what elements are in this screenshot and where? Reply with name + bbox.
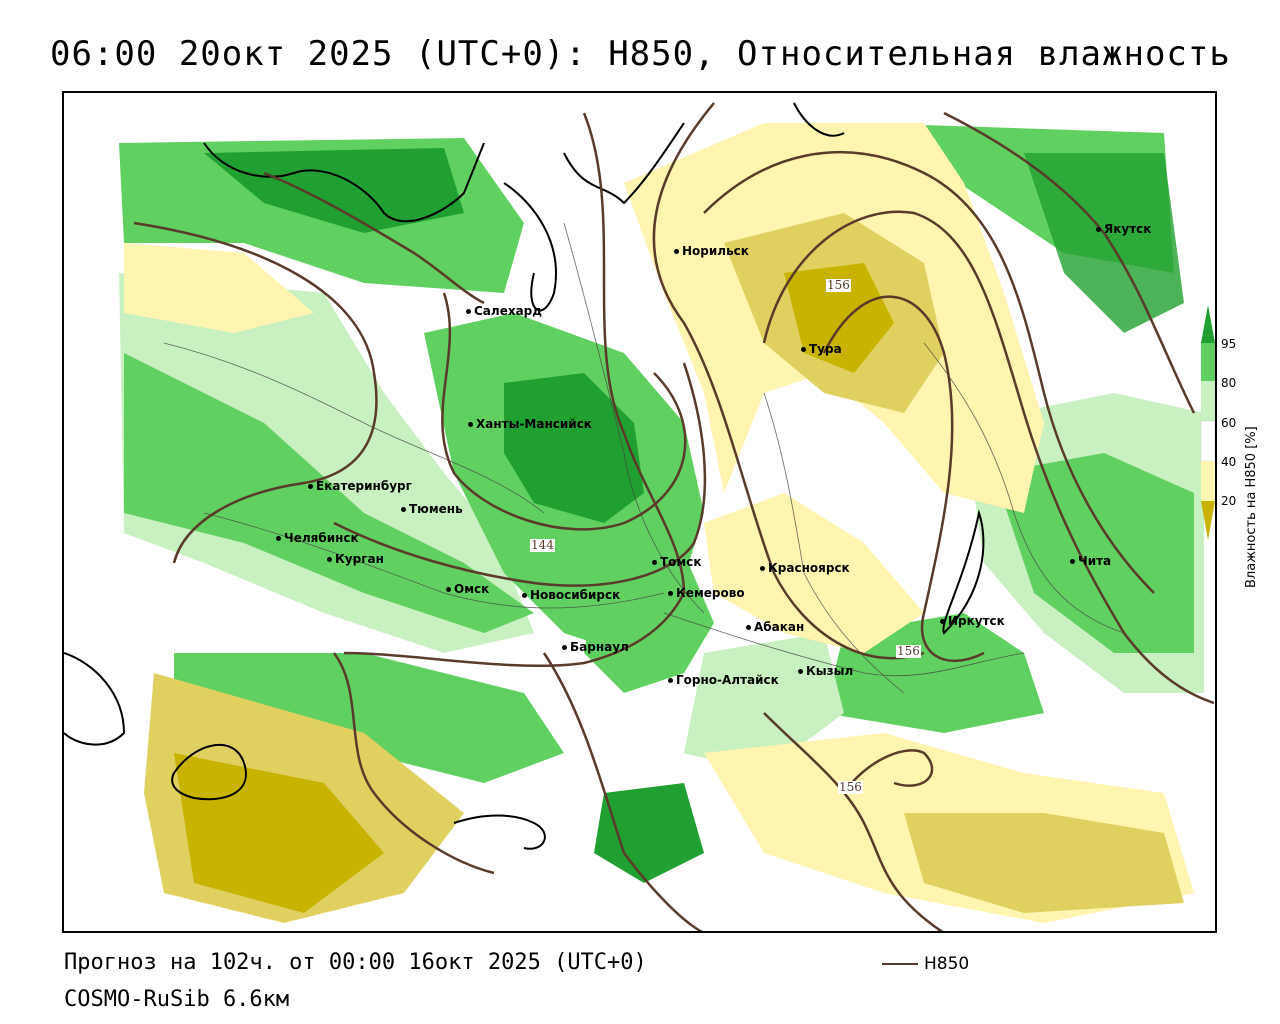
- colorbar-tick: 95: [1221, 337, 1237, 351]
- city-label: Горно-Алтайск: [668, 673, 779, 687]
- city-label: Томск: [652, 555, 702, 569]
- colorbar-title: Влажность на H850 [%]: [1244, 426, 1259, 588]
- contour-label: 156: [826, 278, 851, 292]
- city-label: Екатеринбург: [308, 479, 412, 493]
- city-label: Омск: [445, 582, 490, 596]
- city-label: Норильск: [674, 244, 749, 258]
- contour-legend-label: H850: [924, 954, 970, 974]
- city-label: Иркутск: [940, 614, 1005, 628]
- city-label: Барнаул: [562, 640, 629, 654]
- humidity-colorbar: [1201, 305, 1215, 540]
- colorbar-tick: 40: [1221, 455, 1237, 469]
- map-title: 06:00 20окт 2025 (UTC+0): H850, Относите…: [50, 34, 1231, 74]
- colorbar-tick: 80: [1221, 376, 1237, 390]
- colorbar-tick: 60: [1221, 416, 1237, 430]
- city-label: Кемерово: [668, 586, 745, 600]
- contour-legend: H850: [882, 954, 969, 974]
- model-info: COSMO-RuSib 6.6км: [64, 987, 290, 1012]
- contour-label: 156: [896, 644, 921, 658]
- map-panel: 156 144 156 156 Якутск Норильск Салехард…: [62, 91, 1217, 933]
- contour-legend-swatch: [882, 963, 918, 965]
- humidity-map: [64, 102, 1215, 931]
- city-label: Абакан: [745, 620, 805, 634]
- city-label: Якутск: [1095, 222, 1152, 236]
- city-label: Тура: [801, 342, 842, 356]
- city-label: Ханты-Мансийск: [468, 417, 592, 431]
- city-label: Тюмень: [401, 502, 463, 516]
- city-label: Новосибирск: [521, 588, 621, 602]
- city-label: Челябинск: [276, 531, 359, 545]
- city-label: Салехард: [466, 304, 542, 318]
- contour-label: 156: [838, 780, 863, 794]
- colorbar-tick: 20: [1221, 494, 1237, 508]
- city-label: Красноярск: [760, 561, 850, 575]
- city-label: Кызыл: [797, 664, 854, 678]
- forecast-info: Прогноз на 102ч. от 00:00 16окт 2025 (UT…: [64, 950, 647, 975]
- contour-label: 144: [530, 538, 555, 552]
- city-label: Чита: [1069, 554, 1112, 568]
- city-label: Курган: [327, 552, 384, 566]
